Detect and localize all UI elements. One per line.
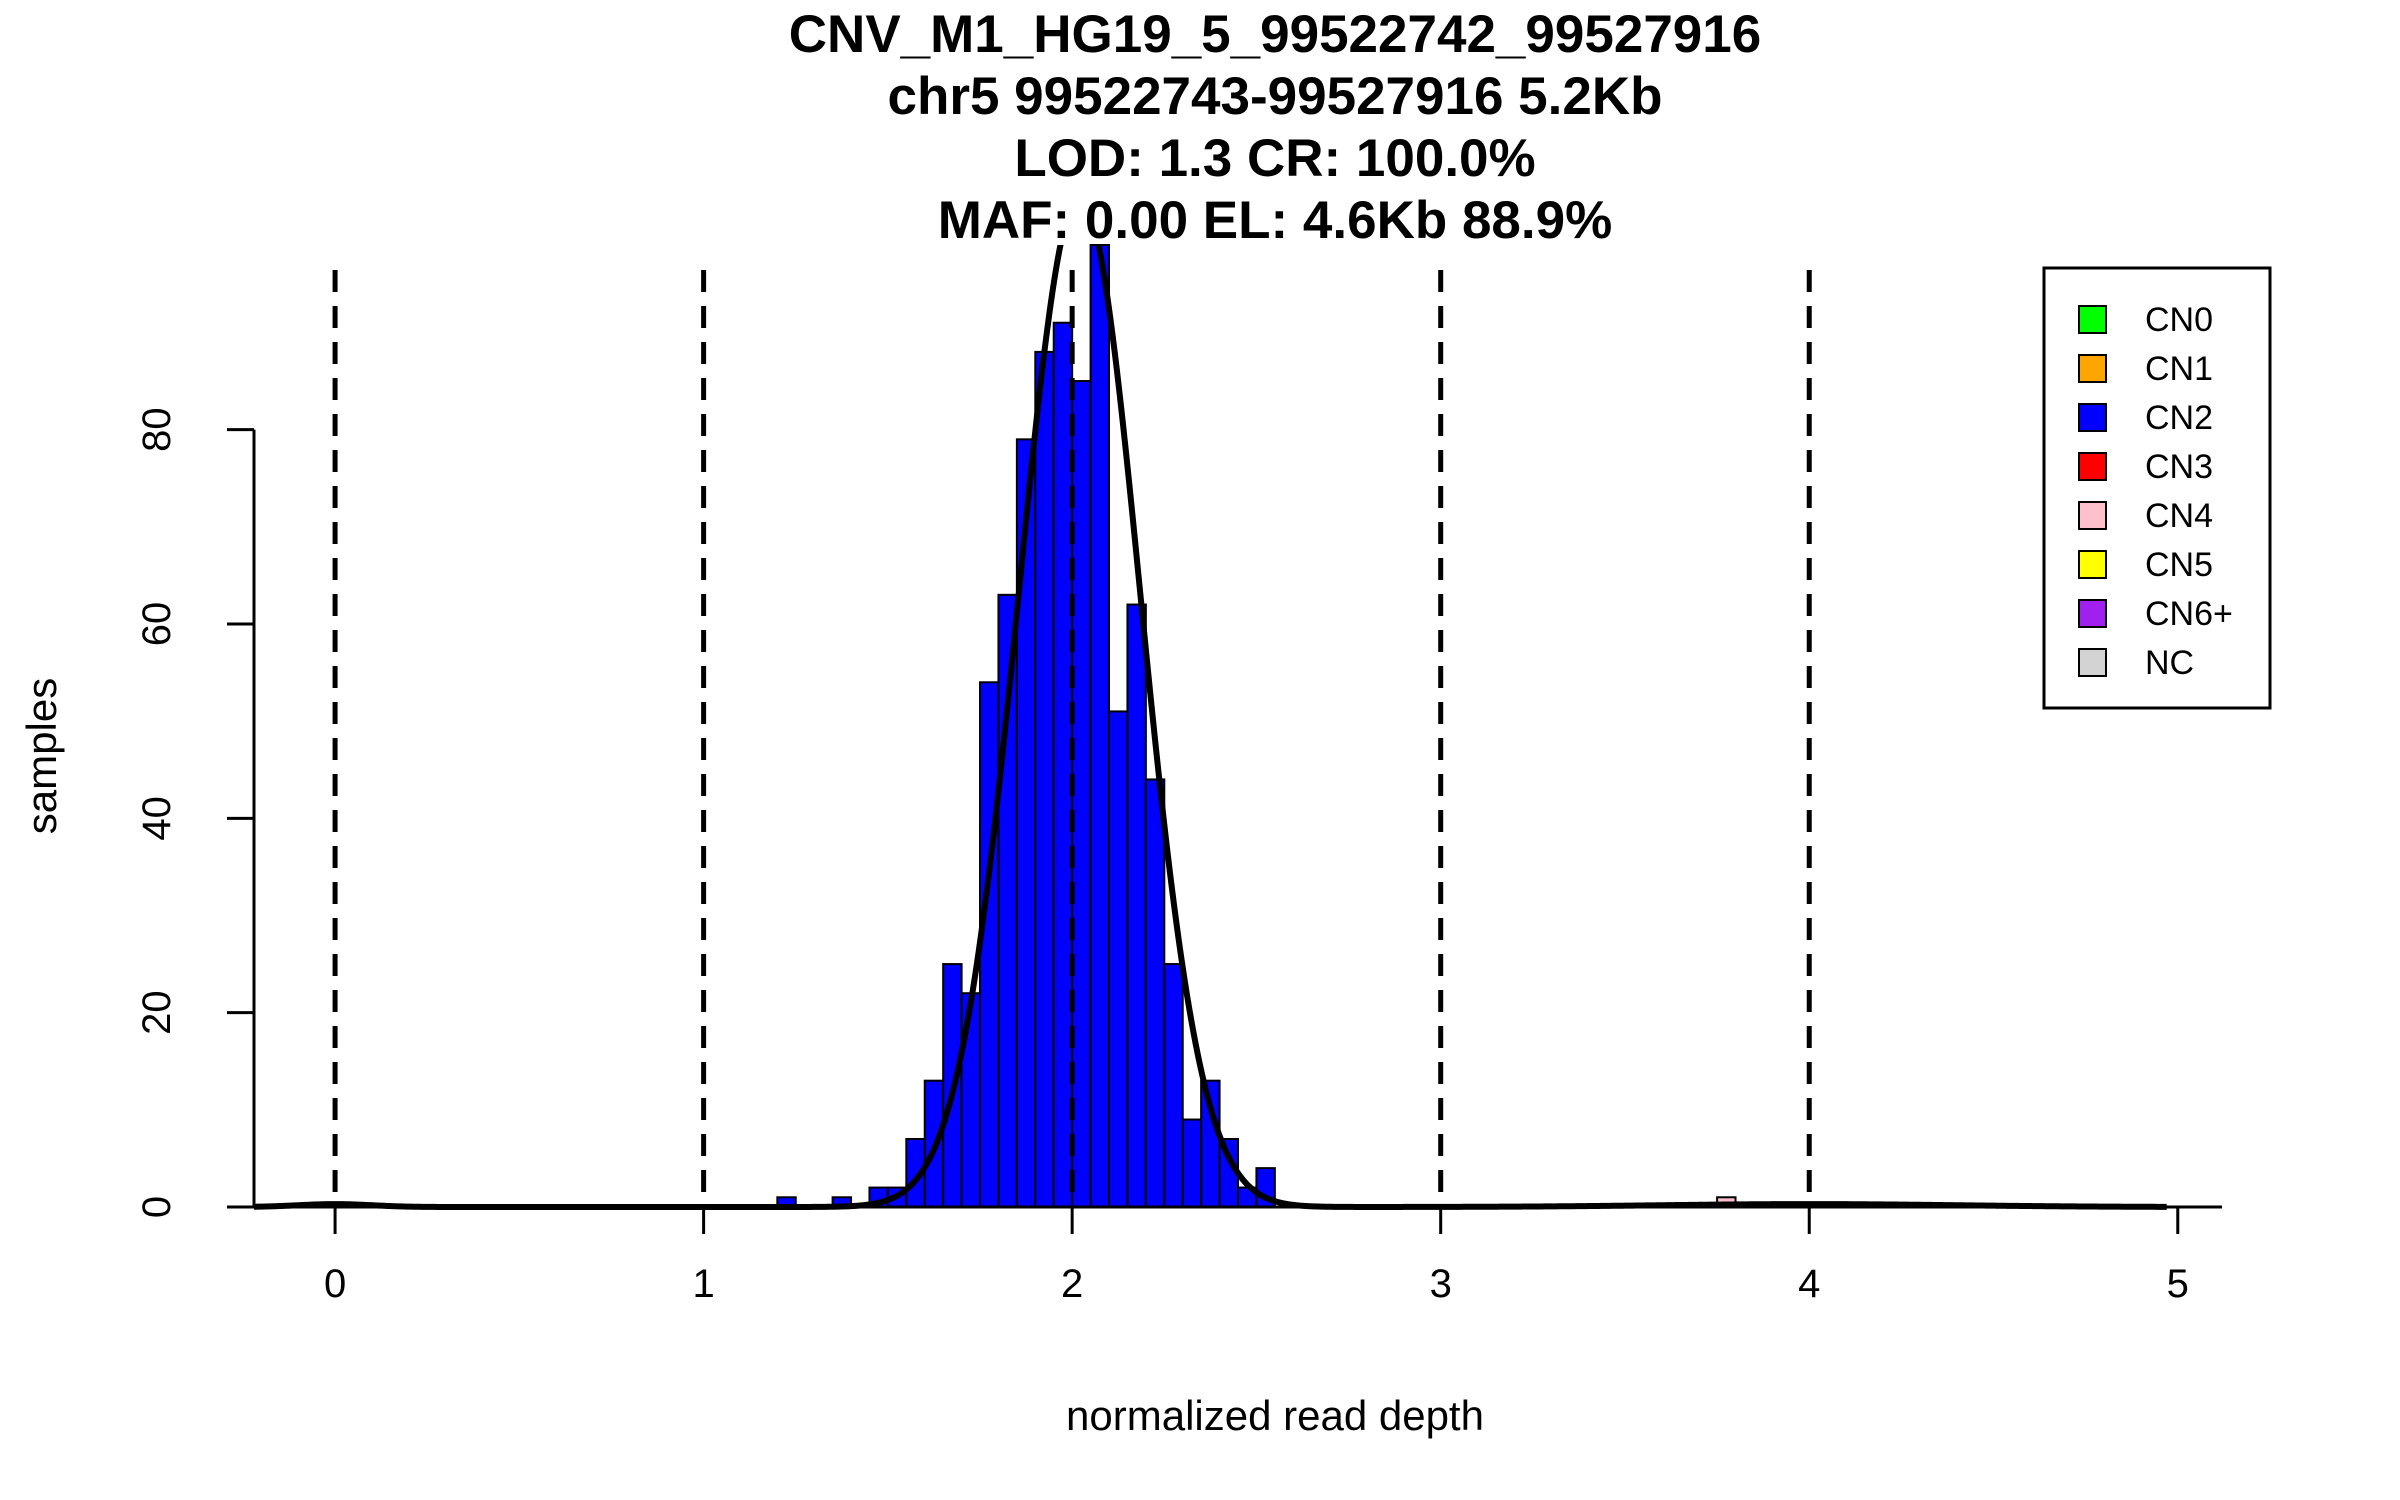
legend-swatch-cn0: [2078, 305, 2107, 334]
x-axis-label: normalized read depth: [1066, 1392, 1484, 1439]
legend-swatch-cn5: [2078, 550, 2107, 579]
x-tick-label-0: 0: [324, 1262, 346, 1306]
bar-cn2-8: [979, 681, 1000, 1208]
legend-swatch-cn4: [2078, 501, 2107, 530]
title-line-3: LOD: 1.3 CR: 100.0%: [1014, 129, 1535, 188]
bar-cn2-13: [1071, 380, 1092, 1208]
legend-swatch-cn2: [2078, 403, 2107, 432]
copy-number-reference-lines: [332, 270, 1812, 1207]
legend-label-cn2: CN2: [2145, 399, 2213, 437]
y-tick-label-0: 0: [135, 1196, 179, 1218]
bar-cn2-16: [1126, 603, 1147, 1208]
y-tick-label-40: 40: [135, 796, 179, 841]
x-tick-label-5: 5: [2167, 1262, 2189, 1306]
legend-label-nc: NC: [2145, 644, 2194, 682]
bar-cn2-11: [1034, 350, 1055, 1208]
legend-swatch-nc: [2078, 648, 2107, 677]
bar-cn2-12: [1052, 321, 1074, 1208]
title-line-4: MAF: 0.00 EL: 4.6Kb 88.9%: [938, 191, 1612, 250]
legend-swatch-cn3: [2078, 452, 2107, 481]
legend-label-cn1: CN1: [2145, 350, 2213, 388]
bar-cn2-18: [1163, 963, 1184, 1208]
fitted-density-curve: [253, 245, 2167, 1210]
chart-title: CNV_M1_HG19_5_99522742_99527916 chr5 995…: [789, 5, 1761, 250]
x-tick-label-2: 2: [1061, 1262, 1083, 1306]
title-line-1: CNV_M1_HG19_5_99522742_99527916: [789, 5, 1761, 64]
legend-label-cn4: CN4: [2145, 497, 2213, 535]
density-curve: [253, 245, 2167, 1210]
legend-label-cn0: CN0: [2145, 301, 2213, 339]
y-tick-label-60: 60: [135, 602, 179, 647]
bar-cn2-15: [1108, 710, 1129, 1208]
legend: CN0 CN1 CN2 CN3 CN4 CN5 CN6+ NC: [2042, 266, 2272, 710]
x-tick-label-4: 4: [1798, 1262, 1820, 1306]
y-axis-label: samples: [18, 678, 65, 834]
x-tick-label-1: 1: [692, 1262, 714, 1306]
legend-label-cn6plus: CN6+: [2145, 595, 2233, 633]
bar-cn2-19: [1181, 1118, 1203, 1208]
legend-label-cn3: CN3: [2145, 448, 2213, 486]
legend-swatch-cn1: [2078, 354, 2107, 383]
title-line-2: chr5 99522743-99527916 5.2Kb: [888, 67, 1663, 126]
legend-box: [2042, 266, 2272, 710]
y-tick-label-20: 20: [135, 990, 179, 1034]
legend-swatch-cn6plus: [2078, 599, 2107, 628]
x-tick-label-3: 3: [1430, 1262, 1452, 1306]
bar-cn2-14: [1089, 244, 1111, 1208]
legend-label-cn5: CN5: [2145, 546, 2213, 584]
y-tick-label-80: 80: [135, 407, 179, 452]
axes: 0 1 2 3 4 5 0 20 40 60 80: [135, 407, 2222, 1306]
histogram-bars: [776, 244, 1737, 1209]
bar-cn2-17: [1144, 778, 1166, 1208]
